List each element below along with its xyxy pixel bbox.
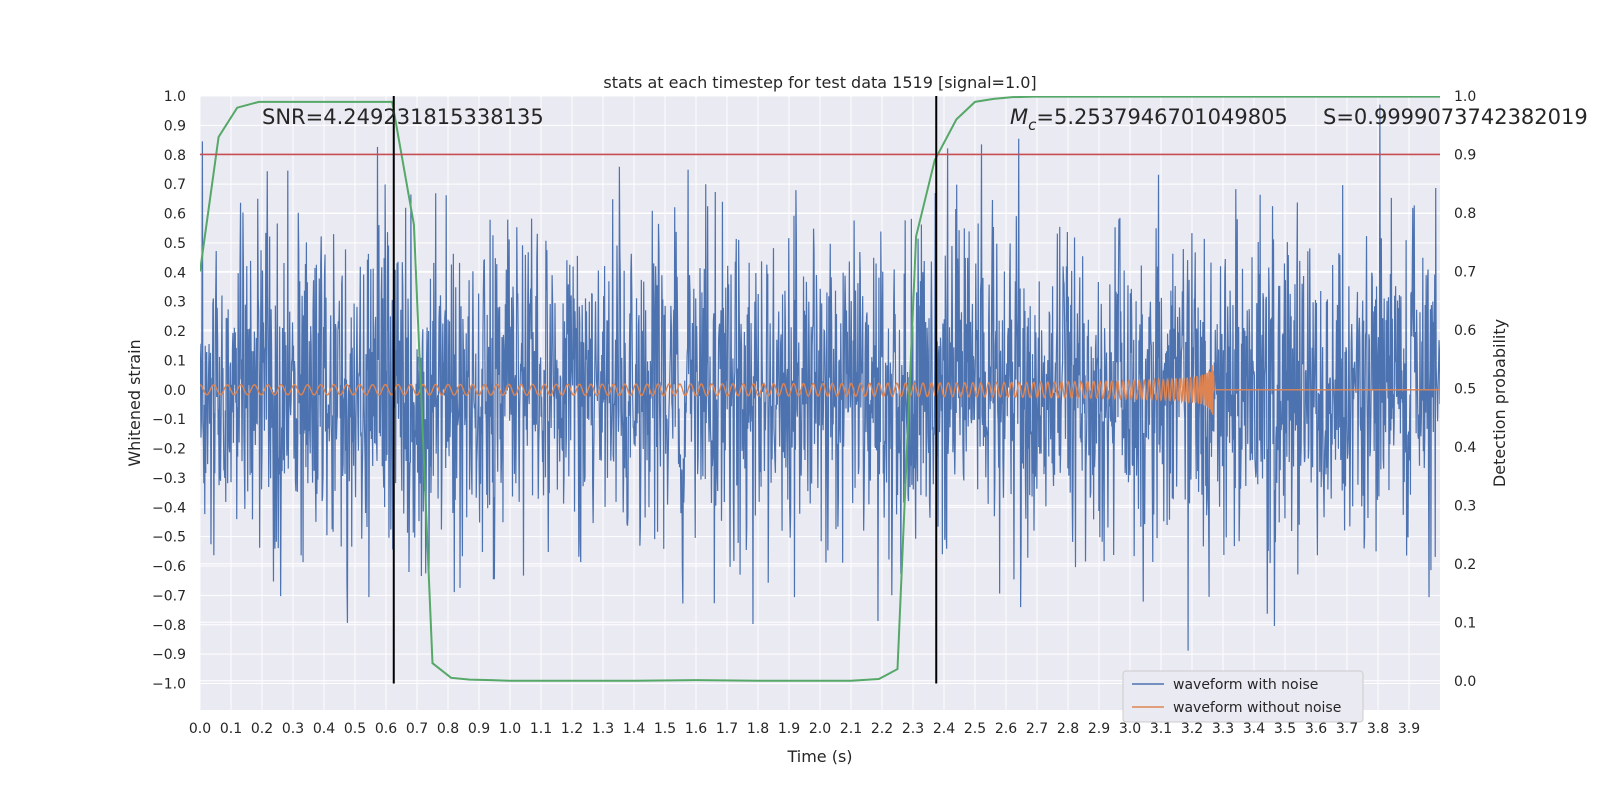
x-tick-label: 1.8 — [747, 721, 769, 737]
y2-tick-label: 0.8 — [1454, 206, 1476, 222]
x-tick-label: 1.3 — [592, 721, 614, 737]
y-axis-label: Whitened strain — [125, 339, 144, 466]
x-tick-label: 2.7 — [1026, 721, 1048, 737]
x-tick-label: 1.5 — [654, 721, 676, 737]
x-axis-ticks: 0.0 0.1 0.2 0.3 0.4 0.5 0.6 0.7 0.8 0.9 1.0 1.1 1.2 1… — [189, 721, 1420, 737]
y-tick-label: −0.7 — [152, 588, 186, 604]
x-tick-label: 0.3 — [282, 721, 304, 737]
x-tick-label: 3.7 — [1336, 721, 1358, 737]
y-tick-label: −0.6 — [152, 559, 186, 575]
x-tick-label: 2.0 — [809, 721, 831, 737]
y2-tick-label: 0.9 — [1454, 147, 1476, 163]
x-tick-label: 0.1 — [220, 721, 242, 737]
y2-axis-label: Detection probability — [1490, 319, 1509, 487]
y-tick-label: 0.9 — [164, 118, 186, 134]
y-tick-label: −0.2 — [152, 442, 186, 458]
y-tick-label: 0.1 — [164, 353, 186, 369]
y-tick-label: −0.5 — [152, 530, 186, 546]
x-tick-label: 2.9 — [1088, 721, 1110, 737]
x-tick-label: 3.4 — [1243, 721, 1265, 737]
y-tick-label: 0.2 — [164, 324, 186, 340]
y2-tick-label: 0.5 — [1454, 381, 1476, 397]
overlay-layer — [200, 96, 1440, 684]
x-tick-label: 1.1 — [530, 721, 552, 737]
mc-symbol: M — [1010, 105, 1028, 129]
x-tick-label: 0.2 — [251, 721, 273, 737]
x-tick-label: 3.0 — [1119, 721, 1141, 737]
x-tick-label: 2.5 — [964, 721, 986, 737]
legend-box — [1122, 670, 1364, 723]
legend-label-noise: waveform with noise — [1173, 677, 1318, 693]
x-tick-label: 0.9 — [468, 721, 490, 737]
y-tick-label: −0.1 — [152, 412, 186, 428]
x-tick-label: 1.2 — [561, 721, 583, 737]
y2-tick-label: 0.7 — [1454, 264, 1476, 280]
legend-label-clean: waveform without noise — [1173, 700, 1341, 716]
x-tick-label: 2.4 — [933, 721, 955, 737]
y2-tick-label: 0.3 — [1454, 498, 1476, 514]
x-tick-label: 2.1 — [840, 721, 862, 737]
y-tick-label: 0.6 — [164, 207, 186, 223]
legend: waveform with noise waveform without noi… — [1122, 670, 1364, 723]
y-tick-label: 0.0 — [164, 383, 186, 399]
y2-tick-label: 0.2 — [1454, 557, 1476, 573]
y2-tick-label: 0.4 — [1454, 440, 1476, 456]
mc-annotation: Mc=5.2537946701049805 — [1010, 105, 1288, 134]
y2-tick-label: 0.0 — [1454, 674, 1476, 690]
x-tick-label: 2.6 — [995, 721, 1017, 737]
y2-axis-ticks: 0.0 0.1 0.2 0.3 0.4 0.5 0.6 0.7 0.8 0.9 1.0 — [1454, 89, 1476, 690]
x-tick-label: 3.8 — [1367, 721, 1389, 737]
series-layer — [200, 96, 1440, 682]
y-tick-label: −0.8 — [152, 618, 186, 634]
y-tick-label: 0.7 — [164, 177, 186, 193]
x-tick-label: 3.2 — [1181, 721, 1203, 737]
y-tick-label: −0.3 — [152, 471, 186, 487]
x-tick-label: 2.2 — [871, 721, 893, 737]
series-detection-probability — [200, 96, 1440, 682]
snr-annotation: SNR=4.249231815338135 — [262, 105, 544, 129]
series-waveform-without-noise — [200, 364, 1440, 415]
y-tick-label: 0.5 — [164, 236, 186, 252]
s-annotation: S=0.9999073742382019 — [1323, 105, 1588, 129]
y-tick-label: −0.9 — [152, 647, 186, 663]
y2-tick-label: 0.1 — [1454, 615, 1476, 631]
y-axis-ticks: −1.0 −0.9 −0.8 −0.7 −0.6 −0.5 −0.4 −0.3 −0.2 −0.1… — [152, 89, 186, 693]
x-tick-label: 3.6 — [1305, 721, 1327, 737]
chart-title: stats at each timestep for test data 151… — [603, 73, 1036, 92]
x-tick-label: 3.1 — [1150, 721, 1172, 737]
mc-subscript: c — [1028, 116, 1037, 134]
y-tick-label: −1.0 — [152, 677, 186, 693]
x-tick-label: 0.0 — [189, 721, 211, 737]
y-tick-label: −0.4 — [152, 500, 186, 516]
y-tick-label: 0.3 — [164, 295, 186, 311]
x-tick-label: 3.9 — [1398, 721, 1420, 737]
x-axis-label: Time (s) — [786, 747, 852, 766]
x-tick-label: 0.5 — [344, 721, 366, 737]
x-tick-label: 2.3 — [902, 721, 924, 737]
series-waveform-with-noise — [200, 104, 1440, 651]
x-tick-label: 3.3 — [1212, 721, 1234, 737]
x-tick-label: 1.4 — [623, 721, 645, 737]
y-tick-label: 0.8 — [164, 148, 186, 164]
x-tick-label: 0.8 — [437, 721, 459, 737]
x-tick-label: 0.7 — [406, 721, 428, 737]
y-tick-label: 0.4 — [164, 265, 186, 281]
y-tick-label: 1.0 — [164, 89, 186, 105]
x-tick-label: 0.6 — [375, 721, 397, 737]
x-tick-label: 1.6 — [685, 721, 707, 737]
x-tick-label: 0.4 — [313, 721, 335, 737]
y2-tick-label: 1.0 — [1454, 89, 1476, 105]
x-tick-label: 3.5 — [1274, 721, 1296, 737]
x-tick-label: 1.9 — [778, 721, 800, 737]
x-tick-label: 1.0 — [499, 721, 521, 737]
x-tick-label: 2.8 — [1057, 721, 1079, 737]
y2-tick-label: 0.6 — [1454, 323, 1476, 339]
mc-value: =5.2537946701049805 — [1036, 105, 1287, 129]
x-tick-label: 1.7 — [716, 721, 738, 737]
